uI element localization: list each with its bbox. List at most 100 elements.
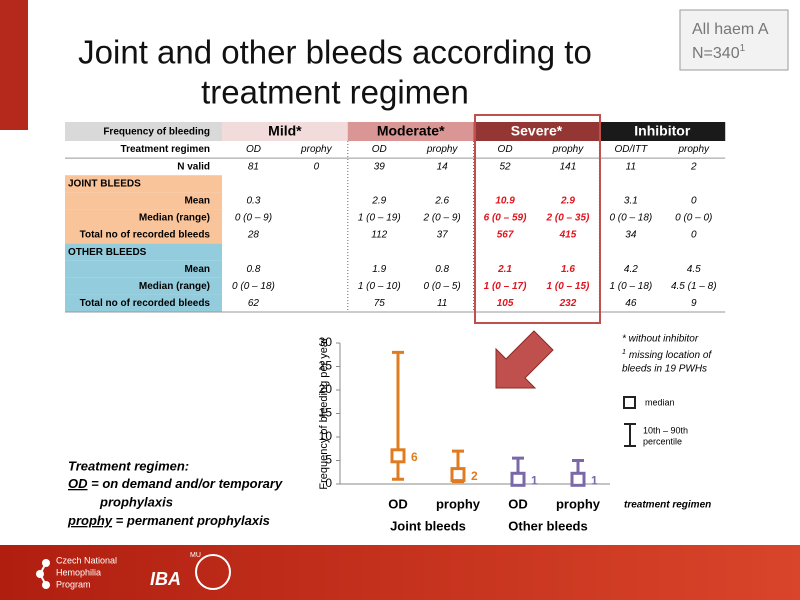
label-fill xyxy=(65,209,222,227)
row-label: Median (range) xyxy=(139,281,210,292)
label-fill xyxy=(65,260,222,278)
table-cell: 2 xyxy=(690,161,697,172)
row-label: Total no of recorded bleeds xyxy=(80,230,211,241)
y-tick-label: 30 xyxy=(319,335,333,349)
median-marker xyxy=(570,471,586,487)
table-cell: 52 xyxy=(499,161,511,172)
table-cell: 11 xyxy=(437,298,447,309)
table-cell: 112 xyxy=(371,230,387,241)
table-cell: 0 (0 – 0) xyxy=(675,213,712,224)
y-tick-label: 5 xyxy=(325,453,332,467)
table-cell: 62 xyxy=(248,298,260,309)
regimen-heading: Treatment regimen: xyxy=(68,458,189,473)
table-cell: 0 (0 – 18) xyxy=(609,213,652,224)
table-cell: 1 (0 – 15) xyxy=(547,281,590,292)
table-cell: 10.9 xyxy=(495,195,515,206)
regimen-cell: OD xyxy=(246,144,261,155)
table-cell: 0 (0 – 9) xyxy=(235,213,272,224)
regimen-cell: OD xyxy=(372,144,387,155)
x-axis-label: treatment regimen xyxy=(624,500,711,511)
group-header-text: Inhibitor xyxy=(634,123,691,139)
table-cell: 141 xyxy=(560,161,577,172)
x-tick-label: OD xyxy=(388,496,408,511)
table-cell: 105 xyxy=(497,298,514,309)
row-label: Total no of recorded bleeds xyxy=(80,298,211,309)
table-cell: 2 (0 – 9) xyxy=(423,213,461,224)
table-cell: 34 xyxy=(625,230,637,241)
footer-text: Program xyxy=(56,579,91,589)
table-cell: 39 xyxy=(374,161,386,172)
regimen-text: prophy = permanent prophylaxis xyxy=(67,513,270,528)
table-cell: 37 xyxy=(437,230,449,241)
side-bar xyxy=(0,0,28,130)
legend-text: 10th – 90th xyxy=(643,425,688,435)
section-label: JOINT BLEEDS xyxy=(68,178,141,189)
group-header-text: Moderate* xyxy=(377,123,445,139)
badge-text: All haem A xyxy=(692,21,769,38)
table-cell: 9 xyxy=(691,298,697,309)
regimen-text: OD = on demand and/or temporary xyxy=(68,476,283,491)
legend-text: percentile xyxy=(643,436,682,446)
note: bleeds in 19 PWHs xyxy=(622,364,707,375)
median-marker xyxy=(510,471,526,487)
table-cell: 81 xyxy=(248,161,259,172)
footer-text: Hemophilia xyxy=(56,567,101,577)
table-cell: 2.1 xyxy=(497,264,512,275)
mu-logo: MU xyxy=(190,552,201,559)
table-cell: 2.9 xyxy=(560,195,575,206)
table-cell: 0 xyxy=(691,195,697,206)
data-label: 1 xyxy=(591,473,598,487)
table-cell: 2 (0 – 35) xyxy=(546,213,590,224)
table-cell: 1 (0 – 18) xyxy=(609,281,652,292)
data-label: 6 xyxy=(411,450,418,464)
label-fill xyxy=(65,294,222,312)
legend-median-icon xyxy=(623,396,636,409)
group-header xyxy=(347,122,474,141)
header-cell: Frequency of bleeding xyxy=(103,127,210,138)
group-header xyxy=(473,122,600,141)
row-label: Median (range) xyxy=(139,213,210,224)
table-cell: 75 xyxy=(374,298,386,309)
highlight-box xyxy=(474,114,601,324)
regimen-cell: prophy xyxy=(677,144,710,155)
table-cell: 0 xyxy=(691,230,697,241)
table-cell: 3.1 xyxy=(624,195,638,206)
y-axis-label: Frequency of bleeding per year xyxy=(318,337,330,490)
row-label: Mean xyxy=(184,264,210,275)
regimen-cell: prophy xyxy=(426,144,459,155)
y-tick-label: 0 xyxy=(325,476,332,490)
label-fill xyxy=(65,226,222,244)
row-label: Mean xyxy=(184,195,210,206)
group-label: Joint bleeds xyxy=(390,518,466,533)
table-cell: 11 xyxy=(626,161,636,172)
table-cell: 1.6 xyxy=(561,264,575,275)
table-cell: 1 (0 – 17) xyxy=(484,281,527,292)
regimen-cell: prophy xyxy=(300,144,333,155)
arrow xyxy=(495,330,554,389)
badge-text: N=3401 xyxy=(692,43,746,63)
section-label: OTHER BLEEDS xyxy=(68,247,147,258)
logo-line xyxy=(38,562,47,586)
y-tick-label: 10 xyxy=(319,429,333,443)
row-label: Treatment regimen xyxy=(121,144,210,155)
regimen-cell: OD xyxy=(498,144,513,155)
table-cell: 415 xyxy=(559,230,577,241)
table-cell: 0.8 xyxy=(246,264,260,275)
group-header-text: Severe* xyxy=(511,123,563,139)
label-fill xyxy=(65,277,222,295)
title-line: Joint and other bleeds according to xyxy=(78,34,592,71)
table-cell: 28 xyxy=(247,230,260,241)
note: 1 missing location of xyxy=(622,349,712,361)
x-tick-label: prophy xyxy=(436,496,481,511)
table-cell: 232 xyxy=(559,298,577,309)
table-cell: 1 (0 – 19) xyxy=(358,213,401,224)
data-label: 2 xyxy=(471,469,478,483)
y-tick-label: 25 xyxy=(319,359,333,373)
legend-text: median xyxy=(645,397,675,407)
regimen-cell: OD/ITT xyxy=(614,144,648,155)
table-cell: 0 (0 – 5) xyxy=(424,281,461,292)
table-cell: 4.2 xyxy=(624,264,638,275)
median-marker xyxy=(450,467,466,483)
table-cell: 6 (0 – 59) xyxy=(484,213,527,224)
